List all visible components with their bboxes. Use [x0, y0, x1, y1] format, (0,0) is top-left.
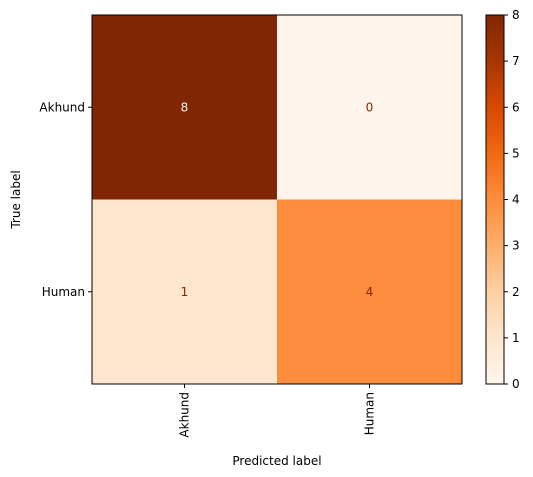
cell-value-label: 1: [181, 285, 189, 299]
colorbar-tick-label: 0: [512, 377, 520, 391]
heatmap-cells: [92, 15, 462, 384]
heatmap-cell: [92, 199, 277, 384]
cell-value-labels: 8 0 1 4: [181, 100, 374, 299]
cell-value-label: 8: [181, 100, 189, 114]
heatmap-cell: [277, 15, 462, 200]
colorbar-tick-label: 6: [512, 100, 520, 114]
colorbar: [485, 14, 505, 385]
heatmap-cell: [92, 15, 277, 200]
colorbar-tick-label: 4: [512, 193, 520, 207]
y-tick-label: Human: [42, 285, 85, 299]
cell-value-label: 0: [366, 100, 374, 114]
plot-frame: [91, 14, 463, 385]
y-axis-ticks: Akhund Human: [39, 100, 92, 299]
colorbar-tick-label: 5: [512, 146, 520, 160]
y-tick-label: Akhund: [39, 100, 85, 114]
cell-value-label: 4: [366, 285, 374, 299]
x-axis-ticks: Akhund Human: [178, 384, 377, 438]
colorbar-tick-label: 7: [512, 54, 520, 68]
y-axis-label: True label: [9, 170, 23, 229]
colorbar-ticks: 0 1 2 3 4 5 6 7 8: [504, 8, 520, 391]
colorbar-tick-label: 2: [512, 285, 520, 299]
x-tick-label: Human: [363, 392, 377, 435]
colorbar-tick-label: 3: [512, 239, 520, 253]
colorbar-tick-label: 1: [512, 331, 520, 345]
heatmap-cell: [277, 199, 462, 384]
colorbar-tick-label: 8: [512, 8, 520, 22]
x-axis-label: Predicted label: [232, 454, 321, 468]
x-tick-label: Akhund: [178, 392, 192, 438]
